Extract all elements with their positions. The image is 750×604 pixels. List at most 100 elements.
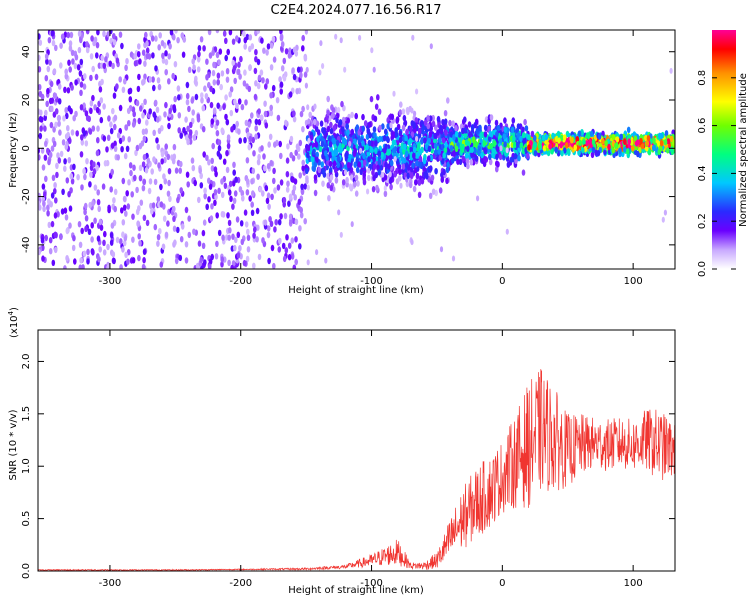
heatmap-cell	[277, 246, 282, 253]
heatmap-cell	[392, 147, 396, 154]
heatmap-cell	[329, 184, 334, 192]
heatmap-cell	[102, 103, 106, 110]
heatmap-cell	[172, 143, 177, 151]
heatmap-cell	[529, 140, 533, 147]
heatmap-cell	[246, 178, 250, 185]
heatmap-cell	[513, 141, 517, 149]
heatmap-cell	[377, 169, 382, 176]
heatmap-cell	[433, 148, 438, 156]
heatmap-cell	[237, 61, 241, 68]
heatmap-cell	[236, 252, 241, 259]
heatmap-cell	[235, 102, 239, 110]
heatmap-cell	[590, 151, 595, 159]
heatmap-cell	[359, 168, 364, 176]
heatmap-cell	[623, 138, 627, 145]
heatmap-cell	[168, 195, 172, 203]
heatmap-cell	[346, 161, 351, 169]
heatmap-cell	[492, 140, 497, 147]
heatmap-cell	[235, 35, 239, 42]
heatmap-cell	[233, 190, 238, 197]
heatmap-cell	[159, 261, 164, 268]
heatmap-cell	[146, 157, 151, 164]
heatmap-cell	[200, 265, 204, 269]
heatmap-cell	[203, 193, 207, 200]
heatmap-cell	[44, 75, 49, 82]
heatmap-cell	[79, 81, 84, 88]
heatmap-cell	[521, 132, 526, 139]
heatmap-cell	[259, 69, 264, 76]
heatmap-cell	[227, 234, 231, 241]
heatmap-cell	[487, 125, 492, 133]
heatmap-cell	[242, 30, 246, 37]
heatmap-cell	[113, 188, 118, 195]
heatmap-cell	[166, 220, 170, 227]
heatmap-cell	[231, 180, 236, 187]
heatmap-cell	[266, 231, 271, 239]
heatmap-cell	[252, 232, 256, 239]
heatmap-cell	[332, 124, 337, 132]
heatmap-cell	[367, 139, 372, 147]
heatmap-cell	[78, 264, 83, 269]
heatmap-cell	[305, 177, 309, 185]
heatmap-cell	[519, 142, 524, 149]
heatmap-cell	[401, 124, 406, 131]
heatmap-cell	[47, 158, 51, 166]
heatmap-cell	[247, 144, 252, 151]
colorbar: 0.0 0.2 0.4 0.6 0.8 Normalized spectral ampl…	[697, 30, 749, 277]
heatmap-cell	[77, 30, 82, 37]
heatmap-cell	[433, 142, 438, 150]
heatmap-cell	[43, 114, 47, 122]
heatmap-cell	[341, 126, 345, 133]
heatmap-cell	[279, 152, 283, 160]
heatmap-cell	[449, 131, 454, 138]
heatmap-cell	[121, 219, 126, 226]
heatmap-cell	[219, 83, 223, 91]
heatmap-cell	[186, 125, 190, 132]
heatmap-cell	[228, 91, 232, 98]
heatmap-cell	[505, 147, 509, 154]
heatmap-cell	[139, 105, 143, 112]
heatmap-cell	[403, 143, 407, 150]
heatmap-cell	[367, 156, 371, 163]
heatmap-cell	[176, 37, 180, 44]
heatmap-cell	[393, 156, 397, 162]
heatmap-cell	[201, 229, 206, 237]
heatmap-cell	[65, 255, 69, 262]
heatmap-cell	[292, 264, 297, 269]
heatmap-cell	[65, 227, 70, 235]
heatmap-cell	[374, 140, 378, 147]
heatmap-cell	[179, 187, 183, 194]
heatmap-cell	[224, 37, 228, 44]
heatmap-cell	[125, 58, 129, 65]
heatmap-cell	[65, 177, 70, 184]
heatmap-cell	[58, 129, 62, 136]
heatmap-cell	[636, 139, 640, 146]
heatmap-cell	[228, 227, 232, 234]
heatmap-cell	[467, 121, 472, 128]
heatmap-cell	[133, 60, 138, 67]
heatmap-cell	[68, 40, 73, 47]
y-tick-label: 2.0	[21, 353, 32, 369]
heatmap-cell	[215, 240, 219, 247]
x-tick-label: -100	[360, 578, 383, 589]
heatmap-cell	[336, 112, 340, 119]
snr-series-line	[38, 369, 675, 571]
heatmap-cell	[189, 121, 193, 129]
heatmap-cell	[205, 74, 209, 81]
heatmap-cell	[272, 177, 276, 185]
heatmap-cell	[482, 140, 487, 147]
heatmap-cell	[294, 258, 299, 266]
heatmap-cell	[527, 134, 531, 141]
heatmap-cell	[373, 115, 378, 123]
heatmap-cell	[222, 30, 227, 37]
heatmap-cell	[82, 130, 87, 137]
heatmap-cell	[636, 150, 640, 158]
heatmap-cell	[289, 151, 294, 159]
heatmap-cell	[210, 157, 214, 165]
heatmap-cell	[427, 145, 432, 152]
heatmap-cell	[297, 198, 302, 205]
heatmap-cell	[424, 143, 429, 151]
heatmap-cell	[298, 225, 302, 232]
heatmap-cell	[343, 66, 347, 73]
heatmap-cell	[344, 164, 348, 171]
